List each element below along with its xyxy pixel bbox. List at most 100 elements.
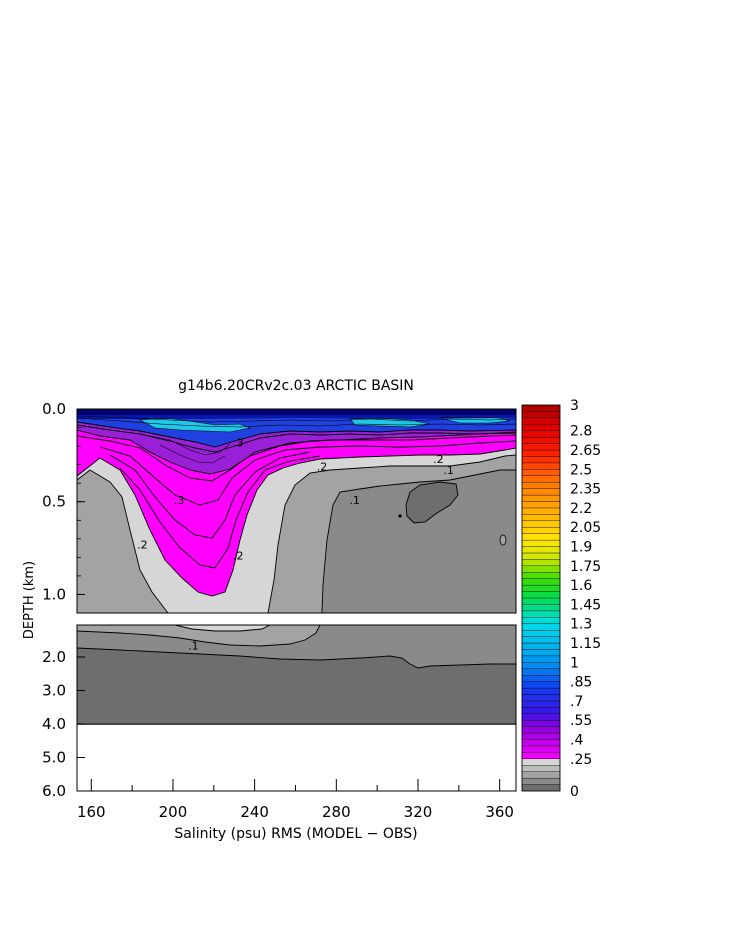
- colorbar-swatch: [521, 732, 561, 740]
- contour-label: .2: [433, 453, 444, 466]
- colorbar-label: 1: [570, 655, 579, 671]
- colorbar-swatch: [521, 578, 561, 586]
- colorbar-swatch: [521, 494, 561, 502]
- colorbar-swatch: [521, 662, 561, 669]
- colorbar-swatch: [521, 507, 561, 515]
- upper-panel: [77, 409, 516, 613]
- colorbar-swatch: [521, 404, 561, 412]
- colorbar-swatch: [521, 584, 561, 592]
- colorbar-swatch: [521, 462, 561, 470]
- colorbar-swatch: [521, 745, 561, 753]
- x-tick-label: 160: [77, 803, 106, 821]
- colorbar-label: 2.8: [570, 424, 592, 440]
- y-lower-tick-label: 4.0: [42, 715, 66, 733]
- contour-label: .3: [233, 436, 244, 449]
- x-tick-label: 200: [159, 803, 188, 821]
- colorbar-swatch: [521, 681, 561, 689]
- colorbar-swatch: [521, 726, 561, 734]
- y-axis-upper: 0.0 0.5 1.0: [42, 400, 85, 614]
- contour-label: .3: [174, 494, 185, 507]
- x-axis-label: Salinity (psu) RMS (MODEL − OBS): [174, 826, 417, 842]
- colorbar-swatch: [521, 559, 561, 567]
- colorbar-label: 0: [570, 784, 579, 800]
- colorbar-swatch: [521, 527, 561, 534]
- colorbar-label: 3: [570, 398, 579, 414]
- colorbar-labels: 3 2.8 2.65 2.5 2.35 2.2 2.05 1.9 1.75 1.6 1.45 1.3 1…: [570, 398, 601, 800]
- colorbar-swatch: [521, 520, 561, 528]
- colorbar-swatch: [521, 700, 561, 708]
- colorbar-swatch: [521, 565, 561, 573]
- colorbar-swatch: [521, 713, 561, 721]
- colorbar-swatch: [521, 597, 561, 605]
- colorbar-swatch: [521, 456, 561, 464]
- colorbar-label: 2.35: [570, 482, 601, 498]
- colorbar-swatch: [521, 482, 561, 489]
- colorbar-swatch: [521, 758, 561, 766]
- colorbar-swatch: [521, 546, 561, 554]
- contour-label: .1: [349, 494, 360, 507]
- y-lower-tick-label: 6.0: [42, 782, 66, 800]
- contour-label: .2: [137, 538, 148, 551]
- colorbar-swatch: [521, 610, 561, 618]
- colorbar-label: 1.75: [570, 559, 601, 575]
- y-upper-tick-label: 0.5: [42, 493, 66, 511]
- contour-label: .1: [188, 639, 199, 652]
- contour-label: .2: [233, 550, 244, 563]
- colorbar-swatch: [521, 443, 561, 451]
- y-lower-tick-label: 5.0: [42, 749, 66, 767]
- colorbar-swatch: [521, 720, 561, 727]
- colorbar-swatch: [521, 636, 561, 644]
- contour-label: .1: [443, 464, 454, 477]
- x-tick-label: 280: [322, 803, 351, 821]
- colorbar-swatch: [521, 514, 561, 521]
- colorbar: [521, 404, 561, 792]
- colorbar-label: 1.6: [570, 578, 592, 594]
- chart-title: g14b6.20CRv2c.03 ARCTIC BASIN: [178, 378, 414, 394]
- colorbar-swatch: [521, 539, 561, 547]
- colorbar-label: 1.45: [570, 597, 601, 613]
- colorbar-swatch: [521, 771, 561, 779]
- colorbar-swatch: [521, 617, 561, 624]
- colorbar-swatch: [521, 649, 561, 657]
- colorbar-swatch: [521, 552, 561, 560]
- colorbar-label: 1.9: [570, 540, 592, 556]
- y-axis-lower: 2.0 3.0 4.0 5.0 6.0: [42, 648, 516, 800]
- colorbar-swatch: [521, 424, 561, 431]
- colorbar-swatch: [521, 469, 561, 476]
- lower-panel: [77, 625, 516, 791]
- x-axis: 160 200 240 280 320 360: [77, 779, 514, 821]
- colorbar-label: 2.5: [570, 462, 592, 478]
- colorbar-label: 2.2: [570, 501, 592, 517]
- colorbar-label: 1.3: [570, 617, 592, 633]
- colorbar-label: 1.15: [570, 636, 601, 652]
- colorbar-label: .55: [570, 713, 592, 729]
- colorbar-swatch: [521, 475, 561, 483]
- colorbar-swatch: [521, 675, 561, 682]
- y-upper-tick-label: 0.0: [42, 400, 66, 418]
- contour-labels: .3.3.2.2.2.2.1.1.1: [137, 436, 454, 652]
- y-lower-tick-label: 3.0: [42, 682, 66, 700]
- colorbar-swatch: [521, 572, 561, 579]
- colorbar-swatch: [521, 430, 561, 438]
- colorbar-swatch: [521, 765, 561, 772]
- x-tick-label: 240: [240, 803, 269, 821]
- colorbar-swatch: [521, 694, 561, 702]
- colorbar-label: .4: [570, 733, 583, 749]
- colorbar-swatch: [521, 591, 561, 599]
- colorbar-label: .7: [570, 694, 583, 710]
- colorbar-label: 2.65: [570, 443, 601, 459]
- upper-panel-frame: [76, 408, 517, 614]
- colorbar-swatch: [521, 687, 561, 695]
- y-lower-tick-label: 2.0: [42, 648, 66, 666]
- colorbar-swatch: [521, 604, 561, 612]
- colorbar-label: .85: [570, 675, 592, 691]
- y-axis-label: DEPTH (km): [22, 561, 37, 639]
- colorbar-swatch: [521, 739, 561, 747]
- colorbar-swatch: [521, 417, 561, 425]
- colorbar-swatch: [521, 436, 561, 444]
- x-tick-label: 320: [404, 803, 433, 821]
- contour-label: .2: [317, 460, 328, 473]
- colorbar-swatch: [521, 784, 561, 792]
- colorbar-swatch: [521, 501, 561, 509]
